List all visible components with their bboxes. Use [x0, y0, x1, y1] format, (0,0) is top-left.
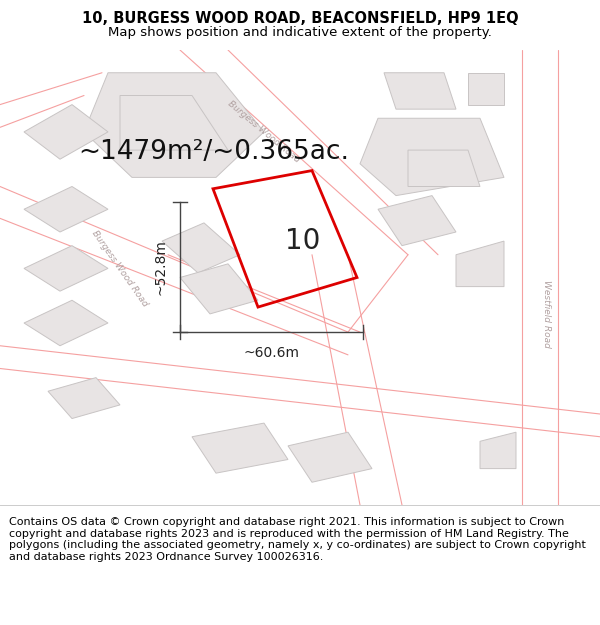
- Polygon shape: [84, 72, 264, 178]
- Text: 10, BURGESS WOOD ROAD, BEACONSFIELD, HP9 1EQ: 10, BURGESS WOOD ROAD, BEACONSFIELD, HP9…: [82, 11, 518, 26]
- Text: Map shows position and indicative extent of the property.: Map shows position and indicative extent…: [108, 26, 492, 39]
- Polygon shape: [180, 264, 258, 314]
- Polygon shape: [480, 432, 516, 469]
- Polygon shape: [288, 432, 372, 482]
- Polygon shape: [162, 223, 240, 273]
- Text: Westfield Road: Westfield Road: [542, 280, 551, 348]
- Polygon shape: [120, 96, 228, 150]
- Polygon shape: [48, 378, 120, 419]
- Text: Contains OS data © Crown copyright and database right 2021. This information is : Contains OS data © Crown copyright and d…: [9, 517, 586, 562]
- Polygon shape: [360, 118, 504, 196]
- Polygon shape: [24, 246, 108, 291]
- Polygon shape: [24, 300, 108, 346]
- Polygon shape: [468, 72, 504, 104]
- Polygon shape: [456, 241, 504, 287]
- Text: 10: 10: [286, 226, 320, 254]
- Text: Burgess Wood Road: Burgess Wood Road: [90, 229, 150, 308]
- Polygon shape: [378, 196, 456, 246]
- Polygon shape: [24, 186, 108, 232]
- Text: ~60.6m: ~60.6m: [244, 346, 299, 360]
- Polygon shape: [24, 104, 108, 159]
- Text: ~1479m²/~0.365ac.: ~1479m²/~0.365ac.: [78, 139, 349, 166]
- Text: ~52.8m: ~52.8m: [154, 239, 168, 295]
- Polygon shape: [384, 72, 456, 109]
- Polygon shape: [408, 150, 480, 186]
- Text: Burgess Wood Road: Burgess Wood Road: [226, 99, 302, 164]
- Polygon shape: [192, 423, 288, 473]
